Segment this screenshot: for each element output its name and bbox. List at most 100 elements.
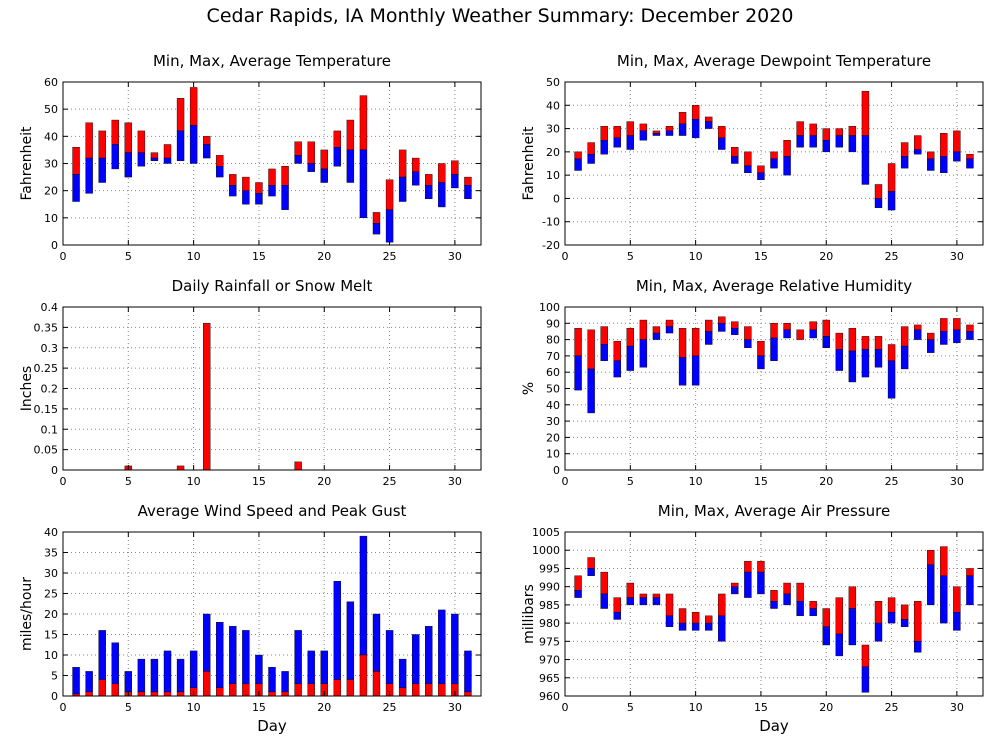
bar-max-3 <box>600 126 608 141</box>
bar-avg-13 <box>229 683 237 697</box>
bar-max-5 <box>124 122 133 153</box>
bar-max-11 <box>202 136 211 145</box>
bar-avg-6 <box>137 691 146 697</box>
x-tick-label: 5 <box>125 701 132 714</box>
bar-min-1 <box>574 590 582 598</box>
bar-max-29 <box>940 133 948 157</box>
bar-max-4 <box>111 119 119 145</box>
bar-min-20 <box>822 336 830 348</box>
x-tick-label: 25 <box>383 475 397 488</box>
bar-min-7 <box>652 332 661 340</box>
bar-gust-28 <box>425 626 433 684</box>
bar-max-10 <box>189 87 198 126</box>
bar-max-25 <box>887 344 896 361</box>
bar-max-27 <box>913 135 922 150</box>
bar-precip-9 <box>176 465 185 471</box>
x-tick-label: 0 <box>60 701 67 714</box>
y-tick-label: 0 <box>51 239 58 252</box>
bar-gust-30 <box>451 613 459 684</box>
y-tick-label: 10 <box>546 448 560 461</box>
chart-main-title: Cedar Rapids, IA Monthly Weather Summary… <box>206 5 794 27</box>
bar-min-10 <box>691 622 700 631</box>
bar-max-15 <box>757 341 765 357</box>
bar-max-28 <box>425 174 433 186</box>
y-tick-label: 20 <box>546 146 560 159</box>
y-tick-label: 70 <box>546 350 560 363</box>
bar-min-11 <box>704 331 713 345</box>
bar-max-14 <box>744 326 752 340</box>
bar-min-28 <box>927 339 935 353</box>
bar-gust-23 <box>359 535 368 656</box>
bar-max-19 <box>809 123 817 136</box>
x-tick-label: 25 <box>383 701 397 714</box>
bar-min-14 <box>744 339 752 348</box>
bar-max-6 <box>639 319 648 340</box>
bar-max-11 <box>704 615 713 624</box>
bar-max-13 <box>731 582 739 587</box>
bar-min-27 <box>411 171 420 186</box>
y-tick-label: 15 <box>44 629 58 642</box>
bar-max-18 <box>294 141 302 156</box>
bar-gust-13 <box>229 626 237 684</box>
chart-panel-wind: 0 5 10 15 20 25 30 35 40 0 5 10 15 20 25 30 Average Wind… <box>19 502 482 735</box>
bar-min-30 <box>451 174 459 189</box>
bar-min-16 <box>770 601 778 609</box>
bar-gust-21 <box>333 581 342 680</box>
bar-min-5 <box>626 135 635 150</box>
bar-min-28 <box>425 185 433 200</box>
bar-max-31 <box>464 176 472 186</box>
bar-max-4 <box>613 126 621 139</box>
bar-min-10 <box>189 125 198 164</box>
bar-min-29 <box>940 156 948 174</box>
bar-gust-1 <box>72 667 80 695</box>
bar-max-16 <box>770 590 778 602</box>
x-tick-label: 5 <box>627 701 634 714</box>
bar-max-19 <box>307 141 315 164</box>
bar-max-17 <box>783 323 791 331</box>
y-tick-label: 40 <box>44 526 58 539</box>
bar-avg-17 <box>281 691 289 697</box>
y-tick-label: 40 <box>546 99 560 112</box>
bar-avg-18 <box>294 683 302 697</box>
x-tick-label: 20 <box>317 701 331 714</box>
bar-max-26 <box>900 326 909 347</box>
bar-avg-19 <box>307 683 315 697</box>
bar-avg-16 <box>268 691 276 697</box>
x-tick-label: 10 <box>689 475 703 488</box>
x-tick-label: 25 <box>885 701 899 714</box>
bar-max-9 <box>678 327 687 358</box>
bar-max-19 <box>809 601 817 609</box>
bar-min-15 <box>757 571 765 595</box>
bar-max-25 <box>887 163 896 192</box>
bar-min-7 <box>652 597 661 606</box>
bar-min-22 <box>848 350 857 383</box>
bar-gust-2 <box>85 671 93 693</box>
bar-max-31 <box>966 153 974 160</box>
chart-title: Average Wind Speed and Peak Gust <box>138 502 407 520</box>
bar-avg-2 <box>85 691 93 697</box>
bar-gust-5 <box>124 671 133 693</box>
bar-gust-11 <box>202 613 211 672</box>
y-tick-label: 10 <box>44 212 58 225</box>
bar-max-2 <box>85 122 93 159</box>
bar-max-28 <box>927 550 935 566</box>
bar-avg-26 <box>398 687 407 697</box>
bar-max-1 <box>574 151 582 160</box>
y-tick-label: 100 <box>539 301 560 314</box>
bar-min-9 <box>176 130 185 161</box>
bar-min-27 <box>913 641 922 653</box>
bar-min-2 <box>587 153 595 164</box>
x-tick-label: 10 <box>187 701 201 714</box>
bar-min-25 <box>385 209 394 243</box>
y-tick-label: 60 <box>546 366 560 379</box>
bar-min-24 <box>874 349 883 368</box>
bar-min-10 <box>691 355 700 386</box>
bar-max-16 <box>770 151 778 160</box>
y-tick-label: 975 <box>539 635 560 648</box>
bar-max-5 <box>626 327 635 347</box>
bar-min-7 <box>150 157 159 161</box>
bar-min-24 <box>874 622 883 642</box>
bar-gust-26 <box>398 658 407 688</box>
bar-gust-25 <box>385 630 394 684</box>
bar-min-9 <box>678 123 687 136</box>
